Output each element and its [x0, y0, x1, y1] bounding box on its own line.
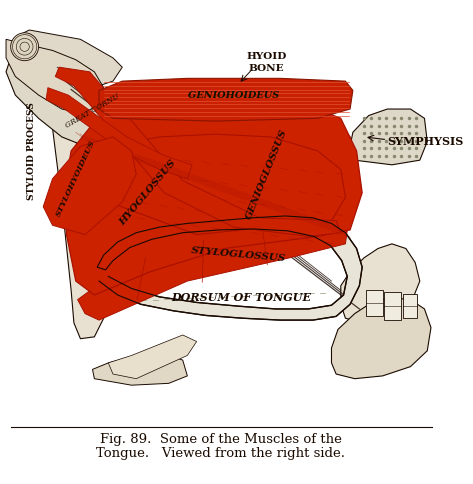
Polygon shape: [6, 58, 108, 146]
Polygon shape: [350, 109, 427, 165]
Text: HYOGLOSSUS: HYOGLOSSUS: [118, 158, 178, 227]
Polygon shape: [183, 81, 289, 105]
Text: GENIOH⁠OIDEUS: GENIOH⁠OIDEUS: [188, 91, 280, 100]
Polygon shape: [99, 78, 353, 121]
Text: STYLOGLOSSUS: STYLOGLOSSUS: [191, 246, 286, 264]
Polygon shape: [108, 335, 197, 378]
Text: SYMPHYSIS: SYMPHYSIS: [387, 136, 464, 147]
Circle shape: [11, 33, 39, 60]
Polygon shape: [95, 114, 353, 239]
Polygon shape: [385, 292, 401, 320]
Text: Fig. 89.  Some of the Muscles of the: Fig. 89. Some of the Muscles of the: [100, 433, 342, 446]
Polygon shape: [46, 67, 104, 339]
Polygon shape: [65, 105, 362, 295]
Polygon shape: [78, 221, 347, 320]
Polygon shape: [46, 88, 192, 179]
Polygon shape: [341, 244, 420, 323]
Polygon shape: [20, 30, 122, 86]
Text: HYOID
BONE: HYOID BONE: [246, 52, 287, 73]
Text: Tongue.   Viewed from the right side.: Tongue. Viewed from the right side.: [96, 447, 345, 460]
Polygon shape: [403, 294, 417, 318]
Polygon shape: [55, 67, 341, 236]
Polygon shape: [97, 216, 362, 320]
Text: DORSUM OF TONGUE: DORSUM OF TONGUE: [171, 292, 311, 303]
Polygon shape: [332, 298, 431, 378]
Polygon shape: [65, 134, 345, 235]
Polygon shape: [93, 354, 187, 385]
Text: GENIOGLOSSUS: GENIOGLOSSUS: [244, 128, 289, 221]
Polygon shape: [6, 39, 104, 114]
Text: GREAT CORNU: GREAT CORNU: [64, 92, 121, 130]
Polygon shape: [43, 137, 136, 235]
Text: STYLOID PROCESS: STYLOID PROCESS: [26, 102, 35, 200]
Polygon shape: [366, 290, 383, 317]
Text: STYLOHYOIDEUS: STYLOHYOIDEUS: [54, 139, 97, 218]
